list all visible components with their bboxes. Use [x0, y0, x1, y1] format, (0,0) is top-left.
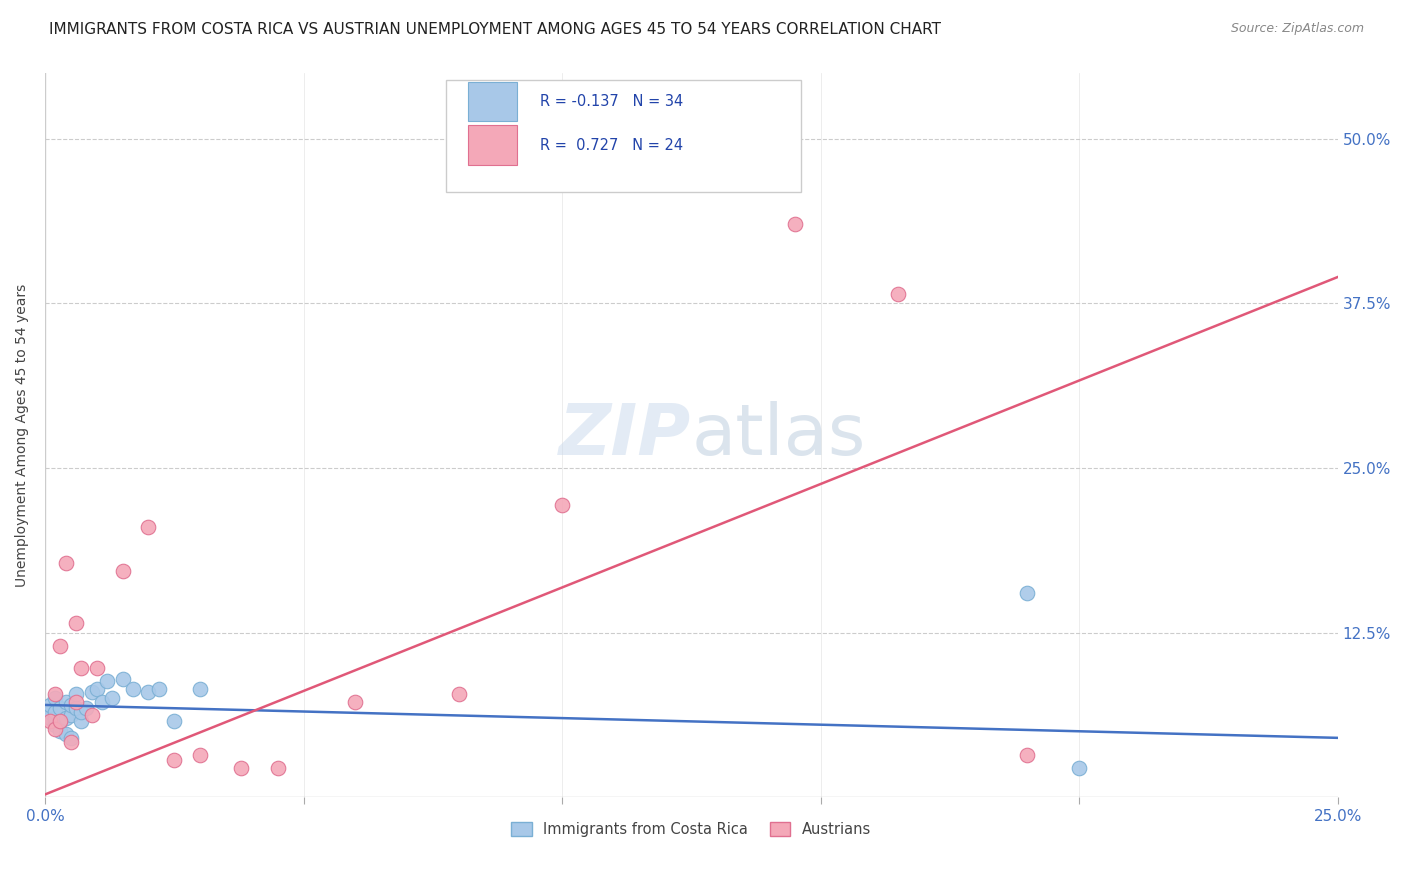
Y-axis label: Unemployment Among Ages 45 to 54 years: Unemployment Among Ages 45 to 54 years: [15, 284, 30, 587]
Point: [1017, 747, 1039, 762]
Point: [1069, 761, 1091, 775]
Point: [111, 672, 134, 686]
Point: [90, 695, 112, 709]
Point: [86, 682, 108, 697]
Point: [49, 714, 72, 728]
Point: [65, 695, 87, 709]
Point: [783, 218, 806, 232]
Point: [65, 687, 87, 701]
Point: [138, 520, 160, 534]
Text: ZIP: ZIP: [560, 401, 692, 469]
Point: [55, 711, 77, 725]
Point: [44, 722, 66, 736]
Point: [59, 708, 82, 723]
Point: [39, 711, 62, 725]
Point: [44, 687, 66, 701]
Point: [49, 724, 72, 739]
Point: [122, 682, 145, 697]
Point: [344, 695, 367, 709]
Point: [39, 705, 62, 719]
Point: [188, 747, 211, 762]
Point: [231, 761, 253, 775]
Point: [59, 731, 82, 745]
Point: [101, 691, 124, 706]
Point: [65, 616, 87, 631]
Point: [163, 714, 186, 728]
Text: Source: ZipAtlas.com: Source: ZipAtlas.com: [1230, 22, 1364, 36]
Point: [266, 761, 288, 775]
Text: IMMIGRANTS FROM COSTA RICA VS AUSTRIAN UNEMPLOYMENT AMONG AGES 45 TO 54 YEARS CO: IMMIGRANTS FROM COSTA RICA VS AUSTRIAN U…: [49, 22, 941, 37]
Point: [70, 714, 93, 728]
Point: [887, 287, 910, 301]
Point: [447, 687, 470, 701]
Point: [551, 498, 574, 512]
Point: [163, 753, 186, 767]
Legend: Immigrants from Costa Rica, Austrians: Immigrants from Costa Rica, Austrians: [503, 814, 879, 844]
Point: [49, 700, 72, 714]
Point: [80, 708, 103, 723]
Text: atlas: atlas: [692, 401, 866, 469]
Text: R =  0.727   N = 24: R = 0.727 N = 24: [540, 137, 683, 153]
Point: [1017, 586, 1039, 600]
FancyBboxPatch shape: [468, 82, 517, 121]
Point: [70, 661, 93, 675]
Point: [49, 639, 72, 653]
Point: [86, 661, 108, 675]
Point: [70, 705, 93, 719]
Point: [138, 685, 160, 699]
Point: [80, 685, 103, 699]
Point: [55, 695, 77, 709]
Point: [39, 698, 62, 712]
Point: [55, 727, 77, 741]
Point: [96, 674, 118, 689]
Point: [55, 556, 77, 570]
FancyBboxPatch shape: [446, 80, 801, 193]
Point: [75, 700, 97, 714]
Point: [39, 714, 62, 728]
Point: [65, 700, 87, 714]
Point: [49, 714, 72, 728]
Point: [44, 705, 66, 719]
Point: [111, 564, 134, 578]
FancyBboxPatch shape: [468, 125, 517, 165]
Point: [188, 682, 211, 697]
Point: [44, 717, 66, 731]
Text: R = -0.137   N = 34: R = -0.137 N = 34: [540, 94, 683, 109]
Point: [59, 735, 82, 749]
Point: [44, 691, 66, 706]
Point: [44, 711, 66, 725]
Point: [59, 698, 82, 712]
Point: [148, 682, 170, 697]
